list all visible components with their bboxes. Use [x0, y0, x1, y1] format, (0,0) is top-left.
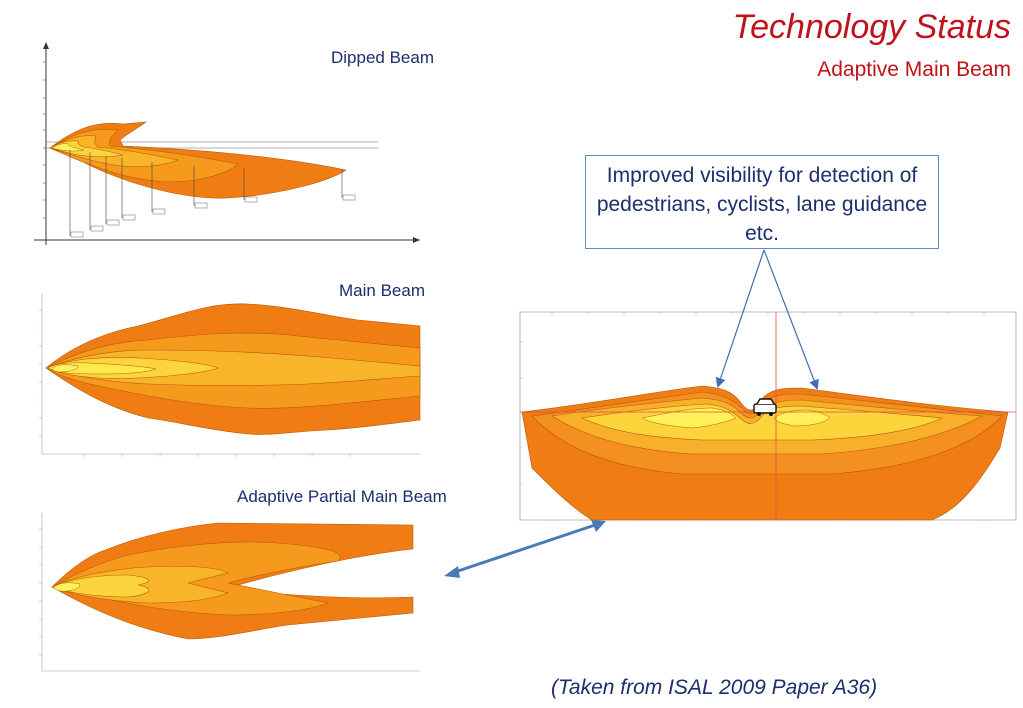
- main-beam-plot: [39, 294, 421, 457]
- double-arrow: [444, 520, 606, 578]
- adaptive-main-beam-plot: [519, 311, 1017, 524]
- main-beam-label: Main Beam: [339, 281, 425, 300]
- arrow-left: [715, 249, 765, 388]
- slide-subtitle: Adaptive Main Beam: [817, 58, 1011, 81]
- callout-box: Improved visibility for detection of ped…: [585, 155, 939, 249]
- car-icon: [753, 398, 777, 416]
- source-footnote: (Taken from ISAL 2009 Paper A36): [551, 676, 878, 699]
- dipped-beam-plot: [34, 42, 420, 245]
- dipped-beam-label: Dipped Beam: [331, 48, 435, 67]
- adaptive-partial-beam-plot: [39, 513, 420, 672]
- slide-title: Technology Status: [732, 8, 1012, 46]
- arrow-right: [763, 249, 819, 390]
- adaptive-partial-beam-label: Adaptive Partial Main Beam: [237, 487, 447, 506]
